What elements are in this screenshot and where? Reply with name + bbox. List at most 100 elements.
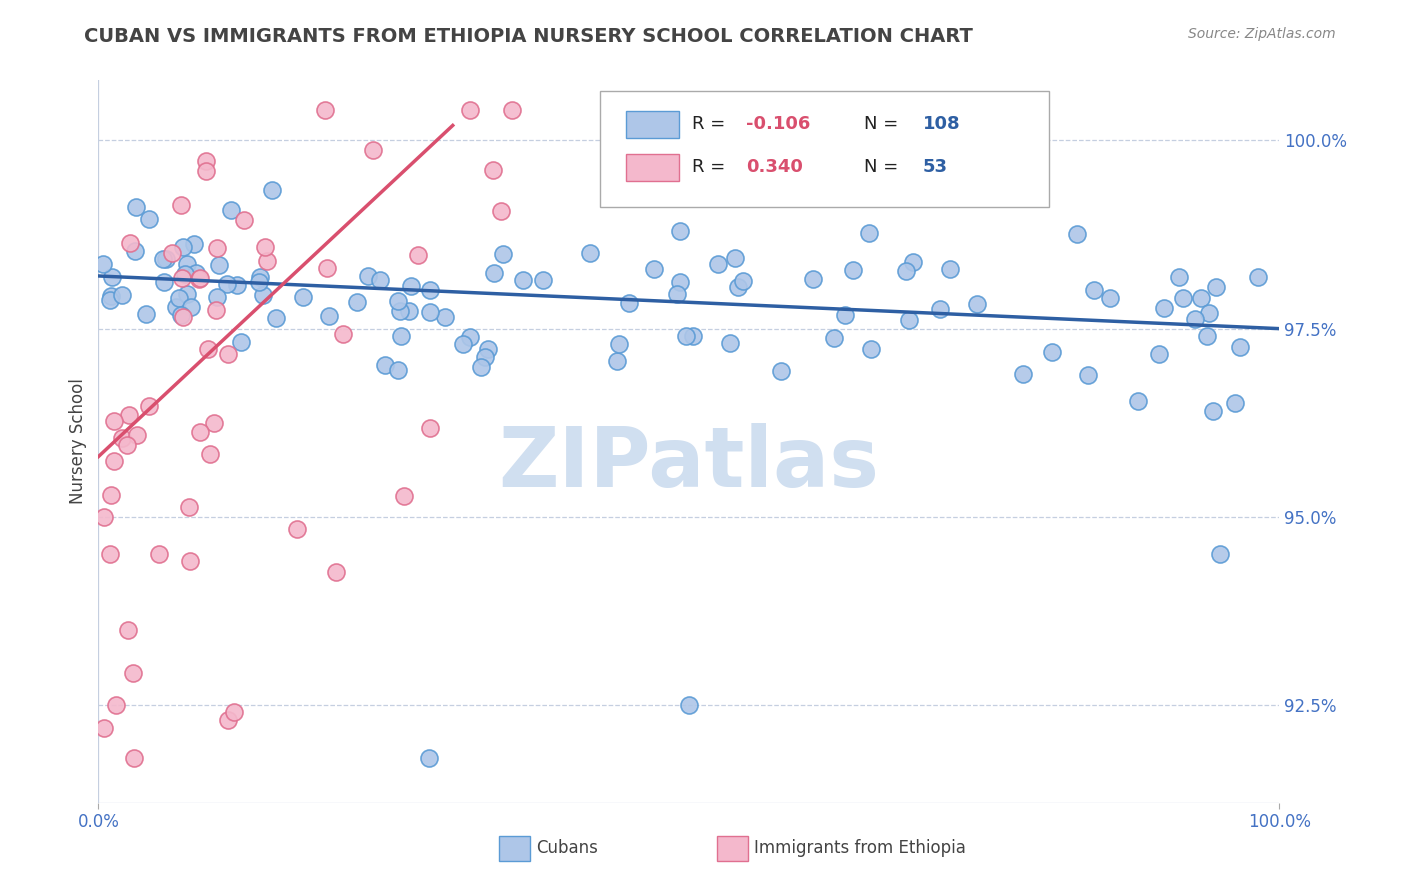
Text: N =: N = bbox=[863, 158, 904, 176]
Point bbox=[1147, 347, 1170, 361]
Point bbox=[291, 290, 314, 304]
Point bbox=[195, 154, 218, 169]
Point bbox=[205, 241, 228, 255]
Point bbox=[1189, 291, 1212, 305]
Point bbox=[769, 364, 792, 378]
Point bbox=[165, 301, 187, 315]
Point bbox=[669, 224, 692, 238]
Point bbox=[1077, 368, 1099, 382]
Point bbox=[224, 706, 246, 720]
Point bbox=[901, 255, 924, 269]
Point bbox=[894, 264, 917, 278]
Text: 53: 53 bbox=[922, 158, 948, 176]
Point bbox=[170, 308, 193, 322]
Point bbox=[1229, 340, 1251, 354]
Point bbox=[118, 236, 141, 251]
Point bbox=[217, 347, 239, 361]
Point bbox=[419, 283, 441, 297]
Point bbox=[607, 336, 630, 351]
Point bbox=[898, 313, 921, 327]
Point bbox=[368, 273, 391, 287]
Point bbox=[125, 428, 148, 442]
Point bbox=[801, 272, 824, 286]
Point bbox=[578, 245, 600, 260]
Text: Source: ZipAtlas.com: Source: ZipAtlas.com bbox=[1188, 27, 1336, 41]
Point bbox=[176, 257, 198, 271]
Point bbox=[117, 623, 139, 637]
Point bbox=[93, 510, 115, 524]
Point bbox=[252, 288, 274, 302]
Point bbox=[1099, 291, 1122, 305]
Point bbox=[170, 198, 193, 212]
Point bbox=[194, 163, 217, 178]
Point bbox=[174, 268, 197, 282]
Point bbox=[1247, 270, 1270, 285]
Point bbox=[179, 554, 201, 568]
Y-axis label: Nursery School: Nursery School bbox=[69, 378, 87, 505]
Point bbox=[111, 287, 134, 301]
Point bbox=[314, 103, 336, 118]
Point bbox=[481, 163, 503, 178]
Point bbox=[198, 448, 221, 462]
Point bbox=[160, 246, 183, 260]
Point bbox=[357, 269, 380, 284]
Point bbox=[180, 300, 202, 314]
Point bbox=[1012, 367, 1035, 381]
Point bbox=[179, 500, 201, 514]
Text: CUBAN VS IMMIGRANTS FROM ETHIOPIA NURSERY SCHOOL CORRELATION CHART: CUBAN VS IMMIGRANTS FROM ETHIOPIA NURSER… bbox=[84, 27, 973, 45]
Text: -0.106: -0.106 bbox=[745, 115, 810, 133]
Point bbox=[1083, 283, 1105, 297]
Point bbox=[217, 713, 239, 727]
Point bbox=[1205, 280, 1227, 294]
Point bbox=[318, 309, 340, 323]
Point bbox=[1040, 345, 1063, 359]
Point bbox=[172, 240, 194, 254]
Point bbox=[1153, 301, 1175, 315]
FancyBboxPatch shape bbox=[600, 91, 1049, 207]
Point bbox=[138, 399, 160, 413]
Point bbox=[332, 327, 354, 342]
Point bbox=[155, 252, 177, 266]
Point bbox=[232, 213, 254, 227]
Point bbox=[512, 273, 534, 287]
Point bbox=[135, 307, 157, 321]
Point bbox=[115, 438, 138, 452]
Point bbox=[724, 252, 747, 266]
Point bbox=[718, 336, 741, 351]
Bar bbox=[626, 154, 679, 181]
Point bbox=[325, 566, 347, 580]
Point bbox=[374, 358, 396, 372]
Text: N =: N = bbox=[863, 115, 904, 133]
Point bbox=[167, 292, 190, 306]
Point bbox=[928, 301, 950, 316]
Point bbox=[91, 257, 114, 271]
Point bbox=[1197, 329, 1219, 343]
Point bbox=[264, 310, 287, 325]
Point bbox=[643, 262, 665, 277]
Point bbox=[406, 248, 429, 262]
Point bbox=[399, 279, 422, 293]
Point bbox=[1066, 227, 1088, 242]
Point bbox=[285, 522, 308, 536]
Point bbox=[346, 295, 368, 310]
Point bbox=[860, 342, 883, 356]
Point bbox=[470, 360, 492, 375]
Point bbox=[152, 252, 174, 266]
Point bbox=[225, 278, 247, 293]
Point bbox=[202, 416, 225, 430]
Point bbox=[707, 257, 730, 271]
Text: Cubans: Cubans bbox=[536, 839, 598, 857]
Point bbox=[418, 750, 440, 764]
Point bbox=[731, 274, 754, 288]
Point bbox=[458, 330, 481, 344]
Point bbox=[858, 227, 880, 241]
Point bbox=[666, 286, 689, 301]
Point bbox=[260, 183, 283, 197]
Point bbox=[1209, 548, 1232, 562]
Point bbox=[188, 272, 211, 286]
Text: R =: R = bbox=[693, 115, 731, 133]
Point bbox=[148, 547, 170, 561]
Point bbox=[118, 409, 141, 423]
Point bbox=[122, 750, 145, 764]
Point bbox=[125, 200, 148, 214]
